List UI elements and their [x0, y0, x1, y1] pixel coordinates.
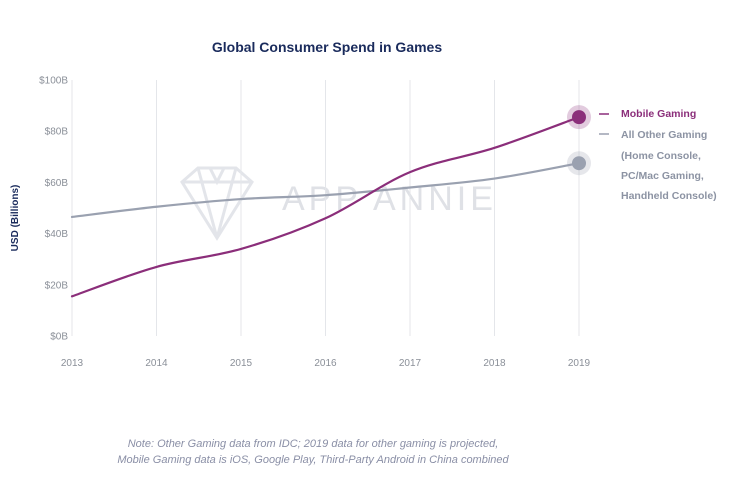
x-tick-label: 2013: [61, 358, 84, 369]
endpoint-marker-mobile: [572, 110, 586, 125]
chart-title: Global Consumer Spend in Games: [212, 39, 442, 55]
watermark-diamond-icon: [180, 166, 254, 241]
y-tick-label: $100B: [39, 76, 68, 87]
series-line-mobile: [70, 116, 581, 298]
y-tick-label: $60B: [45, 178, 69, 189]
y-tick-label: $80B: [45, 127, 69, 138]
legend-label-other-4: Handheld Console): [621, 190, 717, 202]
x-axis: 2013 2014 2015 2016 2017 2018 2019: [61, 358, 591, 369]
series-line-other: [70, 162, 581, 219]
x-tick-label: 2019: [568, 358, 591, 369]
legend-item-mobile: Mobile Gaming: [599, 108, 696, 120]
series-group: [70, 105, 591, 298]
endpoint-marker-other: [572, 156, 586, 171]
y-tick-label: $20B: [45, 280, 69, 291]
x-tick-label: 2014: [145, 358, 168, 369]
y-axis: $0B $20B $40B $60B $80B $100B: [39, 76, 68, 343]
legend-label-other-1: All Other Gaming: [621, 129, 707, 141]
legend-label-mobile: Mobile Gaming: [621, 108, 696, 120]
footnote-line-2: Mobile Gaming data is iOS, Google Play, …: [117, 454, 509, 466]
footnote-line-1: Note: Other Gaming data from IDC; 2019 d…: [128, 438, 499, 450]
legend-label-other-2: (Home Console,: [621, 150, 701, 162]
y-tick-label: $0B: [50, 332, 68, 343]
legend-label-other-3: PC/Mac Gaming,: [621, 170, 704, 182]
y-axis-label: USD (Billions): [10, 185, 21, 252]
footnote: Note: Other Gaming data from IDC; 2019 d…: [117, 438, 509, 466]
y-tick-label: $40B: [45, 229, 69, 240]
legend-item-other: All Other Gaming (Home Console, PC/Mac G…: [599, 129, 717, 202]
x-tick-label: 2015: [230, 358, 253, 369]
watermark-text: APP ANNIE: [282, 180, 497, 218]
watermark: APP ANNIE: [180, 166, 497, 241]
x-tick-label: 2018: [483, 358, 506, 369]
legend: Mobile Gaming All Other Gaming (Home Con…: [599, 108, 717, 202]
x-tick-label: 2017: [399, 358, 422, 369]
x-tick-label: 2016: [314, 358, 337, 369]
